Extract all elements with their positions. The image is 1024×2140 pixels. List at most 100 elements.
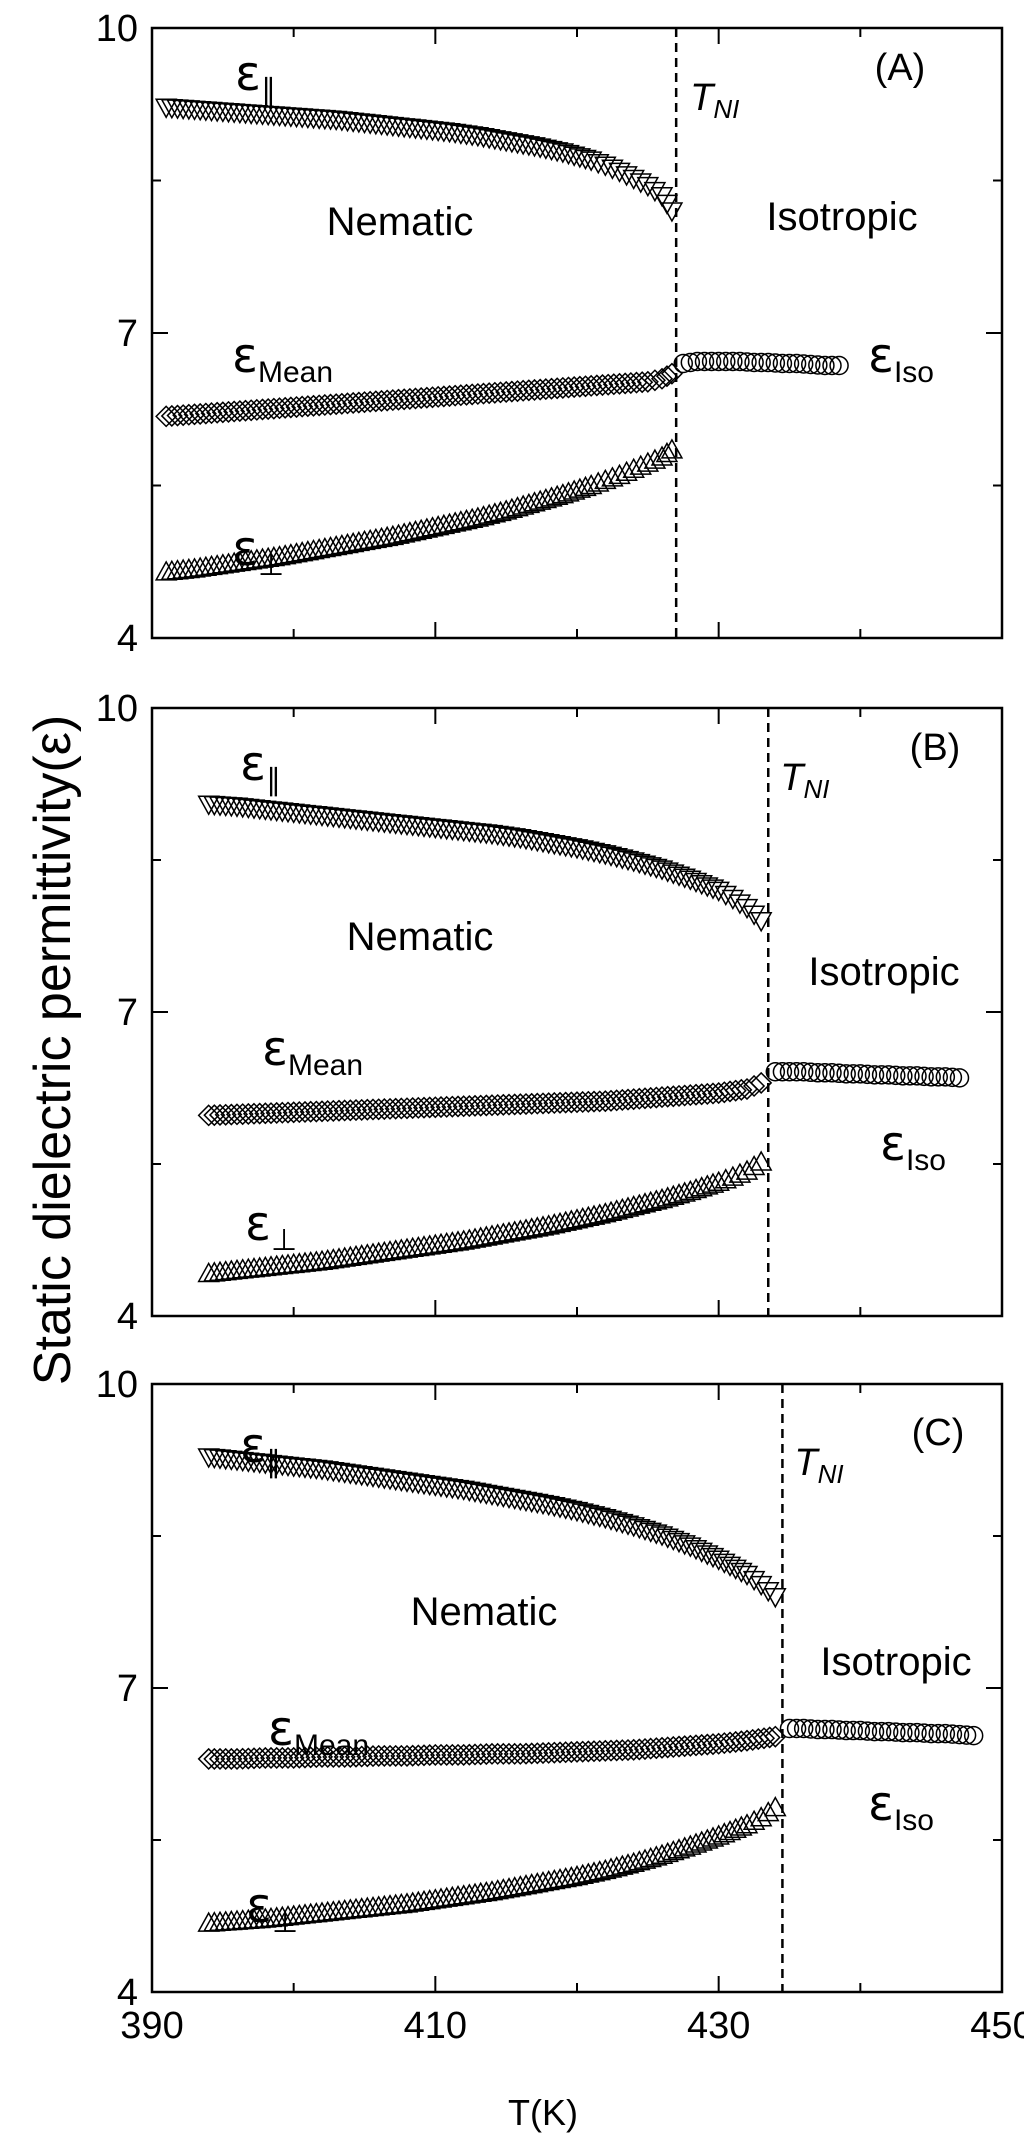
data-point [441,1095,464,1118]
data-point [724,1559,747,1580]
data-point [390,1097,413,1120]
data-point [713,1081,736,1104]
series-label: εMean [268,1701,369,1762]
data-point [786,1062,807,1082]
data-point [565,1091,589,1114]
data-point [262,397,285,420]
data-point [921,1067,941,1087]
data-point [489,381,512,404]
data-point [701,1826,725,1847]
data-point [509,1742,532,1765]
data-point [779,1718,800,1739]
data-point [469,1094,492,1117]
data-point [765,353,786,373]
data-point [696,1828,719,1849]
series-label: εIso [868,328,934,389]
data-point [259,1746,283,1769]
data-point [878,1065,899,1085]
y-tick-label: 4 [117,618,138,660]
data-point [483,381,506,404]
data-point [160,404,183,428]
data-point [942,1067,963,1088]
data-point [296,395,319,418]
data-point [574,375,597,398]
data-point [429,1095,453,1119]
data-point [268,397,291,420]
data-point [850,1064,871,1084]
y-tick-label: 10 [96,688,138,730]
data-point [793,1718,814,1739]
data-point [514,1742,538,1765]
data-point [680,352,701,373]
data-point [764,1796,787,1817]
data-point [220,1747,243,1770]
x-tick-label: 410 [404,2005,467,2047]
data-point [701,351,722,372]
data-point [579,473,603,495]
data-point [563,376,586,399]
data-point [373,1098,396,1121]
data-point [599,1089,623,1112]
data-point [602,373,625,396]
data-point [429,1743,453,1766]
series-label: εIso [880,1116,946,1177]
data-point [645,1737,668,1760]
y-tick-label: 7 [117,1668,138,1710]
data-point [942,1724,963,1744]
data-point [843,1720,863,1741]
data-point [257,397,280,421]
data-point [690,1083,713,1106]
data-point [900,1722,920,1743]
data-point [523,378,546,401]
data-point [497,1742,521,1765]
data-point [560,1740,583,1764]
data-point [395,1097,419,1120]
data-point [503,1742,526,1765]
data-point [344,1745,368,1768]
data-point [274,396,297,419]
data-point [829,1720,849,1740]
data-point [742,1154,766,1176]
data-point [597,373,620,396]
data-point [373,1744,396,1767]
y-tick-label: 4 [117,1296,138,1338]
data-point [271,1101,294,1124]
data-point [608,372,631,395]
data-point [333,1099,356,1122]
data-point [701,1733,725,1756]
series-diamond [155,362,683,428]
data-point [412,1096,436,1119]
data-point [718,1819,742,1841]
data-point [299,1746,322,1769]
data-point [836,1064,856,1084]
data-point [415,386,438,409]
series-label: εIso [868,1776,934,1837]
data-point [730,1078,753,1101]
data-point [793,354,814,374]
data-point [801,1719,821,1739]
data-point [387,388,410,411]
data-point [656,862,679,883]
series-label: ε⊥ [232,521,284,582]
data-point [650,1736,674,1759]
series-label: εMean [262,1021,363,1082]
data-point [206,401,229,424]
data-point [492,1742,515,1765]
data-point [625,371,648,394]
series-label: ε∥ [240,736,281,797]
data-point [723,351,743,372]
data-point [808,1719,828,1740]
data-point [197,1747,220,1770]
data-point [384,1744,407,1767]
data-point [254,1746,277,1769]
data-point [197,1104,220,1127]
data-point [390,1744,413,1767]
data-point [356,1745,379,1768]
data-point [449,384,472,407]
data-point [662,1735,685,1759]
data-point [458,1094,481,1118]
data-point [497,1093,521,1116]
data-point [282,1101,305,1124]
data-point [822,1063,842,1083]
data-point [208,1747,232,1770]
